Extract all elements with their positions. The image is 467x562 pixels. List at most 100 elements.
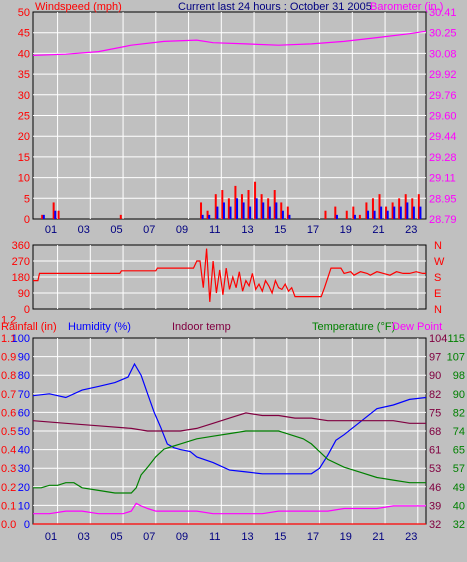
windspeed-tick: 30 (18, 90, 30, 102)
temperature-line (33, 430, 426, 494)
x-tick-label: 03 (78, 224, 90, 236)
wind-bar (268, 206, 271, 219)
temp-tick-1: 97 (429, 352, 441, 364)
windspeed-ticks: 0 5 10 15 20 25 30 35 40 45 50 (18, 7, 30, 226)
humidity-tick: 80 (18, 370, 30, 382)
rainfall-label: Rainfall (in) (1, 321, 57, 333)
series-2 (33, 248, 426, 302)
direction-compass-tick: W (434, 256, 445, 268)
windspeed-tick: 10 (18, 173, 30, 185)
wind-bar (240, 194, 243, 219)
wind-bar (227, 198, 230, 219)
temp-tick-2: 90 (453, 389, 465, 401)
humidity-tick: 100 (12, 333, 30, 345)
direction-degree-tick: 360 (12, 240, 30, 252)
wind-bar (216, 206, 219, 219)
temp-tick-1: 32 (429, 519, 441, 531)
rainfall-tick: 0.3 (1, 463, 16, 475)
wind-bar (406, 202, 409, 219)
direction-compass-tick: E (434, 288, 441, 300)
barometer-tick: 30.08 (429, 48, 457, 60)
wind-bar (352, 206, 355, 219)
wind-bar (249, 206, 252, 219)
wind-direction-line (33, 248, 426, 302)
wind-bar (367, 210, 370, 219)
temp-tick-2: 65 (453, 445, 465, 457)
rainfall-tick: 0.2 (1, 482, 16, 494)
barometer-tick: 29.28 (429, 152, 457, 164)
rainfall-tick: 0.7 (1, 389, 16, 401)
wind-bar (41, 214, 44, 219)
x-tick-label: 21 (372, 531, 384, 543)
wind-bar (201, 214, 204, 219)
barometer-tick: 30.41 (429, 7, 457, 19)
indoor-temp-label: Indoor temp (172, 321, 231, 333)
temp-tick-1: 53 (429, 463, 441, 475)
grid-2 (33, 245, 426, 309)
direction-degree-tick: 180 (12, 272, 30, 284)
temp-tick-1: 68 (429, 426, 441, 438)
wind-bar (254, 181, 257, 219)
barometer-tick: 29.44 (429, 131, 457, 143)
rainfall-tick: 0.1 (1, 500, 16, 512)
temp-tick-1: 82 (429, 389, 441, 401)
wind-bar (260, 194, 263, 219)
direction-degree-tick: 0 (24, 304, 30, 316)
temp-tick-1: 90 (429, 370, 441, 382)
wind-bar (42, 214, 45, 219)
x-tick-label: 01 (45, 224, 57, 236)
windspeed-tick: 15 (18, 152, 30, 164)
barometer-ticks: 28.79 28.95 29.11 29.28 29.44 29.60 29.76 29.92… (429, 7, 457, 226)
rainfall-tick: 0.4 (1, 445, 16, 457)
wind-bar (54, 210, 57, 219)
x-tick-label: 23 (405, 224, 417, 236)
x-ticks-3: 01 03 05 07 09 11 13 15 17 19 21 23 (45, 531, 418, 543)
wind-bar (288, 214, 291, 219)
humidity-tick: 60 (18, 407, 30, 419)
dew-point-line (33, 502, 426, 515)
humidity-tick: 30 (18, 463, 30, 475)
barometer-tick: 29.92 (429, 69, 457, 81)
temp-tick-2: 74 (453, 426, 465, 438)
humidity-tick: 0 (24, 519, 30, 531)
x-tick-label: 01 (45, 531, 57, 543)
rainfall-tick: 0.0 (1, 519, 16, 531)
x-tick-label: 13 (241, 531, 253, 543)
wind-bar (380, 206, 383, 219)
barometer-tick: 29.76 (429, 90, 457, 102)
windspeed-tick: 40 (18, 48, 30, 60)
direction-compass-tick: S (434, 272, 441, 284)
wind-bar (385, 206, 388, 219)
wind-bar (229, 206, 232, 219)
barometer-tick: 28.95 (429, 193, 457, 205)
wind-bar (417, 194, 420, 219)
x-tick-label: 05 (110, 531, 122, 543)
wind-bar (206, 210, 209, 219)
x-ticks-1: 01 03 05 07 09 11 13 15 17 19 21 23 (45, 224, 418, 236)
x-tick-label: 11 (209, 531, 220, 543)
barometer-line (32, 30, 427, 56)
wind-bar (399, 206, 402, 219)
rainfall-tick: 0.5 (1, 426, 16, 438)
wind-bar (393, 206, 396, 219)
x-tick-label: 21 (372, 224, 384, 236)
grid-1 (33, 12, 426, 219)
wind-bar (255, 198, 258, 219)
wind-bar (345, 210, 348, 219)
direction-degree-tick: 270 (12, 256, 30, 268)
wind-bar (208, 214, 211, 219)
temp-tick-1: 61 (429, 445, 441, 457)
x-tick-label: 17 (307, 531, 319, 543)
rainfall-tick: 0.9 (1, 352, 16, 364)
temp-tick-2: 32 (453, 519, 465, 531)
rainfall-tick: 1.1 (1, 333, 16, 345)
windspeed-tick: 35 (18, 69, 30, 81)
x-tick-label: 11 (209, 224, 220, 236)
x-tick-label: 19 (340, 531, 352, 543)
temp-ticks-1: 32 39 46 53 61 68 75 82 90 97 104 (429, 333, 447, 531)
windspeed-tick: 50 (18, 7, 30, 19)
wind-bar (247, 190, 250, 219)
humidity-tick: 90 (18, 352, 30, 364)
x-tick-label: 07 (143, 531, 155, 543)
wind-bar (371, 198, 374, 219)
